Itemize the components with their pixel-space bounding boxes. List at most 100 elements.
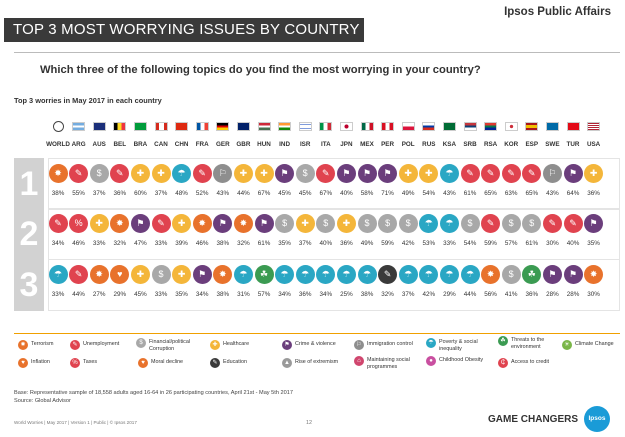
percentage-value: 39% [175, 240, 188, 247]
percentage-value: 46% [72, 240, 85, 247]
threats-icon: ☘ [254, 265, 274, 284]
percentage-value: 54% [422, 190, 436, 197]
flag-ind-icon [278, 122, 292, 131]
percentage-value: 44% [72, 291, 85, 298]
country-code: KOR [504, 141, 519, 148]
unemployment-icon: ✎ [481, 214, 501, 233]
flag-pol-icon [401, 122, 415, 131]
financial-icon: $ [316, 214, 336, 233]
country-code: GER [215, 141, 230, 148]
country-code: PER [381, 141, 395, 148]
percentage-value: 59% [484, 240, 497, 247]
crime-icon: ⚑ [378, 164, 398, 183]
poverty-icon: ☂ [295, 265, 315, 284]
flag-arg-icon [72, 122, 86, 131]
percentage-value: 31% [237, 291, 250, 298]
percentage-value: 30% [546, 240, 559, 247]
brand-name: Ipsos Public Affairs [504, 6, 611, 18]
percentage-value: 29% [443, 291, 456, 298]
country-code: WORLD [46, 141, 70, 148]
percentage-value: 28% [546, 291, 559, 298]
legend-immigration-icon: ⚐ [354, 340, 364, 350]
legend-label: Inflation [31, 359, 50, 365]
healthcare-icon: ✚ [89, 214, 109, 233]
legend-label: Terrorism [31, 341, 54, 347]
percentage-value: 57% [257, 291, 271, 298]
percentage-value: 32% [237, 240, 250, 247]
country-code: KSA [442, 141, 457, 148]
percentage-value: 71% [381, 190, 394, 197]
threats-icon: ☘ [522, 265, 542, 284]
terrorism-icon: ✸ [89, 265, 109, 284]
percentage-value: 61% [463, 190, 477, 197]
terrorism-icon: ✸ [192, 214, 212, 233]
healthcare-icon: ✚ [254, 164, 274, 183]
legend-label: Education [223, 359, 247, 365]
poverty-icon: ☂ [439, 214, 459, 233]
percentage-value: 32% [381, 291, 394, 298]
percentage-value: 53% [422, 240, 436, 247]
flag-isr-icon [298, 122, 312, 131]
healthcare-icon: ✚ [172, 214, 192, 233]
percentage-value: 33% [92, 240, 106, 247]
percentage-value: 43% [216, 190, 230, 197]
rank-row-2: 2 ✎ 34%% 46% ✚ 33% ✸ 32% ⚑ 47% ✎ 33% ✚ 39% ✸ 46% ⚑ 38% ✸ 32… [14, 208, 620, 260]
percentage-value: 36% [587, 190, 600, 197]
flag-swe-icon [545, 122, 559, 131]
page-title: TOP 3 MOST WORRYING ISSUES BY COUNTRY [4, 18, 364, 42]
moral-icon: ♥ [110, 265, 130, 284]
crime-icon: ⚑ [357, 164, 377, 183]
percentage-value: 27% [92, 291, 106, 298]
healthcare-icon: ✚ [419, 164, 439, 183]
percentage-value: 61% [257, 240, 271, 247]
question-text: Which three of the following topics do y… [40, 64, 481, 76]
percentage-value: 48% [175, 190, 188, 197]
country-code: AUS [92, 141, 106, 148]
source-note: Source: Global Advisor [14, 398, 71, 404]
flag-hun-icon [257, 122, 271, 131]
country-code: CAN [154, 141, 168, 148]
education-icon: ✎ [378, 265, 398, 284]
flag-can-icon [154, 122, 168, 131]
financial-icon: $ [151, 265, 171, 284]
country-code: BEL [113, 141, 127, 148]
percentage-value: 40% [340, 190, 353, 197]
globe-icon [52, 121, 64, 132]
percentage-value: 52% [195, 190, 209, 197]
legend-crime-icon: ⚑ [282, 340, 292, 350]
crime-icon: ⚑ [584, 214, 604, 233]
unemployment-icon: ✎ [69, 164, 89, 183]
flag-fra-icon [195, 122, 209, 131]
flag-usa-icon [587, 122, 601, 131]
poverty-icon: ☂ [172, 164, 192, 183]
poverty-icon: ☂ [48, 265, 68, 284]
percentage-value: 37% [401, 291, 415, 298]
legend-moral-icon: ♥ [18, 358, 28, 368]
healthcare-icon: ✚ [233, 164, 253, 183]
crime-icon: ⚑ [563, 265, 583, 284]
rank-row-1: 1 ✸ 38% ✎ 55% $37% ✎ 36% ✚ 60% ✚ 37% ☂ 48% ✎ 52% ⚐ 43% ✚ 44… [14, 158, 620, 210]
percentage-value: 42% [422, 291, 436, 298]
country-code: SWE [545, 141, 560, 148]
percentage-value: 38% [360, 291, 374, 298]
unemployment-icon: ✎ [48, 214, 68, 233]
percentage-value: 36% [525, 291, 539, 298]
flag-ksa-icon [442, 122, 456, 131]
country-code: SRB [463, 141, 477, 148]
unemployment-icon: ✎ [481, 164, 501, 183]
immigration-icon: ⚐ [542, 164, 562, 183]
healthcare-icon: ✚ [398, 164, 418, 183]
immigration-icon: ⚐ [213, 164, 233, 183]
healthcare-icon: ✚ [130, 265, 150, 284]
crime-icon: ⚑ [336, 164, 356, 183]
unemployment-icon: ✎ [522, 164, 542, 183]
legend-maintaining-icon: ⌂ [354, 356, 364, 366]
legend-threats-icon: ☘ [498, 336, 508, 346]
legend-label: Threats to the environment [511, 337, 545, 350]
country-code: USA [586, 141, 601, 148]
rank-background [48, 158, 620, 210]
healthcare-icon: ✚ [584, 164, 604, 183]
flag-jpn-icon [339, 122, 353, 131]
percentage-value: 25% [340, 291, 353, 298]
legend-label: Taxes [83, 359, 98, 365]
